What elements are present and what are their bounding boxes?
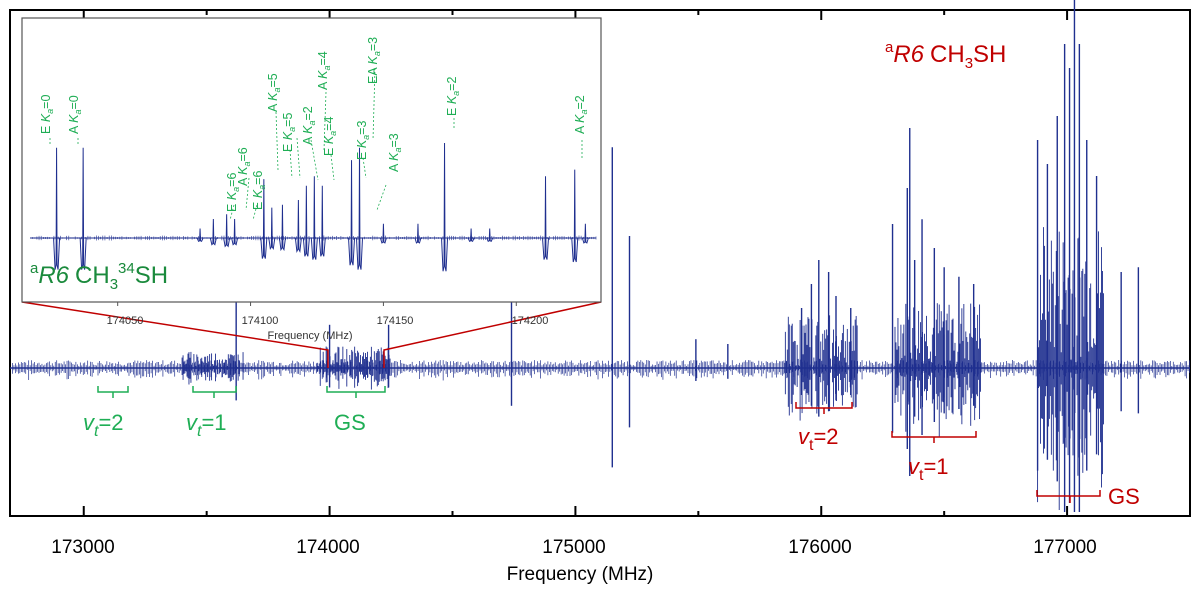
bracket-vt1-red <box>891 431 977 443</box>
inset-line-label: A Ka=6 <box>236 147 252 186</box>
label-gs-green: GS <box>334 410 366 435</box>
inset-spectral-line <box>294 199 302 253</box>
inset-spectral-line <box>581 223 589 244</box>
x-tick-label: 173000 <box>51 537 114 558</box>
inset-spectral-line <box>196 228 204 242</box>
inset-xlabel: Frequency (MHz) <box>268 330 353 342</box>
red-annotations: vt=2 vt=1 GS <box>795 402 1140 509</box>
inset-line-label: E Ka=2 <box>445 77 461 117</box>
inset-frame <box>21 17 602 303</box>
inset-spectral-line <box>260 179 268 259</box>
title-italic: R6 <box>893 41 924 68</box>
inset-tick-label: 174150 <box>377 315 414 327</box>
title-text: CH <box>930 41 965 68</box>
inset-tick-label: 174100 <box>242 315 279 327</box>
inset-spectral-line <box>79 147 87 270</box>
x-tick-label: 175000 <box>542 537 605 558</box>
inset-spectral-line <box>414 223 422 244</box>
label-gs-red: GS <box>1108 484 1140 509</box>
inset-tick-label: 174200 <box>512 315 549 327</box>
green-annotations: vt=2 vt=1 GS <box>83 386 386 440</box>
inset-spectral-line <box>278 204 286 252</box>
inset-spectral-line <box>268 207 276 251</box>
label-vt2-green: vt=2 <box>83 410 124 440</box>
inset-spectral-line <box>486 228 494 242</box>
inset-line-label: E Ka=6 <box>251 171 267 211</box>
x-tick-label: 176000 <box>788 537 851 558</box>
inset-tick-label: 174050 <box>107 315 144 327</box>
inset-line-labels: E Ka=0 A Ka=0 E Ka=6 A Ka=6 E Ka=6 A Ka=… <box>39 37 589 212</box>
inset-line-label: A Ka=3 <box>387 133 403 172</box>
bracket-vt2-red <box>795 402 853 414</box>
inset-ticks <box>117 302 517 306</box>
inset-line-label: E Ka=0 <box>39 95 55 135</box>
inset-spectral-line <box>310 176 318 260</box>
label-vt1-red: vt=1 <box>908 454 949 484</box>
connector-right <box>383 301 602 368</box>
inset-spectral-line <box>441 142 449 272</box>
inset-line-label: A Ka=2 <box>301 106 317 145</box>
inset-spectral-line <box>209 218 217 246</box>
inset-line-label: A Ka=4 <box>316 51 332 90</box>
inset-spectral-line <box>348 160 356 266</box>
title-subscript: 3 <box>965 55 973 72</box>
inset-line-label: E Ka=6 <box>225 173 241 213</box>
x-axis-title: Frequency (MHz) <box>507 564 654 585</box>
x-axis-tick-labels: 173000 174000 175000 176000 177000 <box>51 537 1096 558</box>
inset-spectral-line <box>223 214 231 248</box>
title-tail: SH <box>973 41 1006 68</box>
connector-left <box>21 301 329 368</box>
inset-line-label: E Ka=5 <box>281 113 297 153</box>
inset-spectral-line <box>231 218 239 246</box>
inset-line-label: A Ka=2 <box>573 95 589 134</box>
inset-panel: 174050 174100 174150 174200 Frequency (M… <box>21 17 602 342</box>
spectrum-trace <box>10 0 1190 512</box>
inset-line-label: EA Ka=3 <box>366 37 382 84</box>
inset-line-label: A Ka=5 <box>266 73 282 112</box>
inset-trace <box>30 142 597 272</box>
inset-spectral-line <box>542 176 550 260</box>
inset-line-label: E Ka=4 <box>322 117 338 157</box>
x-tick-label: 177000 <box>1033 537 1096 558</box>
bracket-gs-green <box>326 386 386 398</box>
bracket-vt1-green <box>192 386 237 398</box>
inset-spectral-line <box>302 185 310 257</box>
bracket-vt2-green <box>97 386 129 398</box>
bracket-gs-red <box>1036 490 1101 503</box>
inset-spectral-line <box>379 223 387 244</box>
inset-line-label: E Ka=3 <box>355 121 371 161</box>
inset-line-label: A Ka=0 <box>67 95 83 134</box>
label-vt1-green: vt=1 <box>186 410 227 440</box>
title-superscript: a <box>885 39 894 56</box>
inset-title: aR6 CH334SH <box>30 260 168 293</box>
inset-spectral-line <box>318 185 326 257</box>
inset-leaders <box>49 67 583 221</box>
inset-connectors <box>21 301 602 368</box>
inset-spectral-line <box>356 147 364 270</box>
inset-spectral-line <box>571 169 579 263</box>
inset-spectral-line <box>53 147 61 270</box>
x-tick-label: 174000 <box>296 537 359 558</box>
label-vt2-red: vt=2 <box>798 424 839 454</box>
inset-spectral-line <box>467 228 475 242</box>
main-title: aR6 CH3SH <box>885 39 1006 72</box>
